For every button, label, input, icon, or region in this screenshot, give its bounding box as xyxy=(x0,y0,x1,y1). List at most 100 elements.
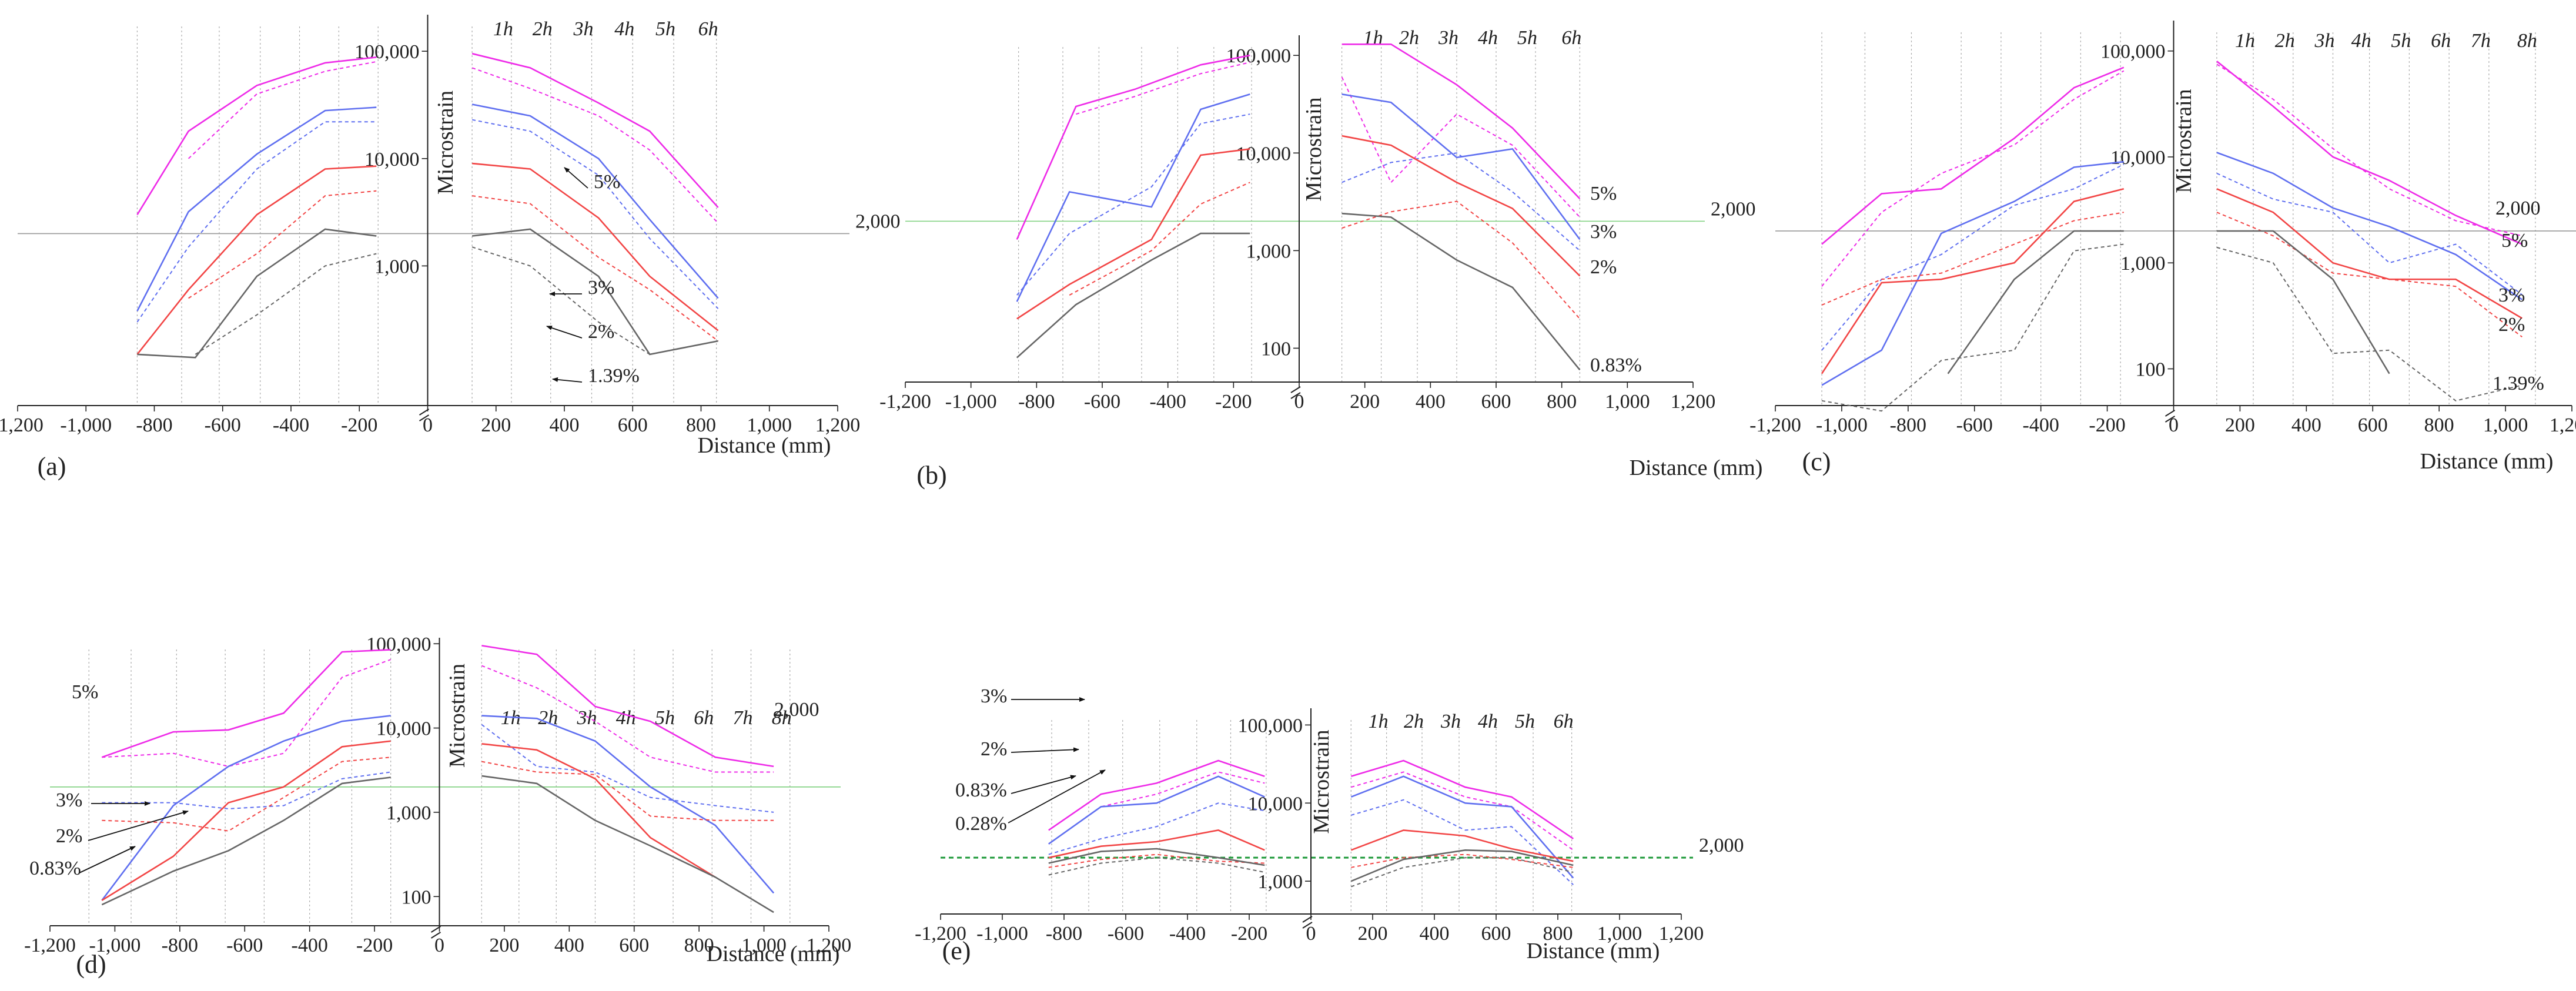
height-label: 4h xyxy=(614,18,634,40)
annotation-label: 3% xyxy=(588,277,614,299)
x-tick-label: 400 xyxy=(554,935,584,956)
height-label: 3h xyxy=(573,18,594,40)
annotation-arrow xyxy=(79,846,136,873)
x-tick-label: -1,000 xyxy=(1816,414,1868,436)
height-label: 3h xyxy=(577,707,597,729)
x-tick-label: -800 xyxy=(1046,923,1082,945)
x-tick-label: 1,000 xyxy=(2483,414,2528,436)
axis-break xyxy=(1290,392,1301,399)
x-tick-label: -600 xyxy=(1956,414,1993,436)
y-tick-label: 1,000 xyxy=(1246,240,1292,262)
series-line-5% xyxy=(1821,66,2125,245)
series-line-5% xyxy=(471,67,719,224)
series-line-2% xyxy=(1351,853,1574,868)
series-line-0.83% xyxy=(1350,857,1574,888)
y-tick-label: 100,000 xyxy=(366,634,431,655)
x-tick-label: -800 xyxy=(1018,391,1055,413)
height-label: 6h xyxy=(1561,27,1581,49)
x-tick-label: 1,200 xyxy=(807,935,852,956)
series-line-5% xyxy=(101,649,391,758)
y-tick-label: 10,000 xyxy=(376,718,431,740)
series-line-3% xyxy=(102,771,391,810)
annotation-label: 5% xyxy=(2501,230,2528,252)
x-tick-label: -800 xyxy=(162,935,198,956)
threshold-label: 2,000 xyxy=(1699,835,1744,856)
x-tick-label: 800 xyxy=(1543,923,1573,945)
annotation-label: 0.83% xyxy=(955,779,1007,801)
series-line-2% xyxy=(481,761,774,821)
height-label: 2h xyxy=(1404,711,1424,732)
height-label: 7h xyxy=(733,707,753,729)
x-tick-label: 1,200 xyxy=(1659,923,1704,945)
panel-d: -1,200 -1,000 -800 -600 -400 -200 0 200 400 600 80… xyxy=(24,634,851,979)
annotation-label: 3% xyxy=(56,789,82,811)
series-line-3% xyxy=(136,121,377,323)
series-line-3% xyxy=(1821,160,2124,386)
series-line-5% xyxy=(2216,63,2523,237)
height-label: 2h xyxy=(1399,27,1419,49)
series-line-0.83% xyxy=(1048,857,1265,876)
y-tick-label: 100,000 xyxy=(1238,715,1303,736)
axis-break xyxy=(1302,922,1313,929)
y-tick-label: 100 xyxy=(1261,338,1291,360)
height-label: 2h xyxy=(2275,30,2295,52)
series-line-2% xyxy=(481,743,716,878)
x-tick-label: 600 xyxy=(618,414,648,436)
y-tick-label: 100 xyxy=(2136,359,2166,380)
x-tick-label: 600 xyxy=(1481,391,1511,413)
series-line-1.39% xyxy=(2216,230,2390,374)
y-tick-label: 100,000 xyxy=(354,41,420,63)
annotation-label: 3% xyxy=(1590,221,1617,243)
x-tick-label: -600 xyxy=(1084,391,1120,413)
x-tick-label: -800 xyxy=(1890,414,1926,436)
annotation-label: 0.83% xyxy=(1590,354,1642,376)
x-tick-label: -600 xyxy=(226,935,263,956)
height-label: 5h xyxy=(655,18,675,40)
panel-label: (c) xyxy=(1802,447,1831,476)
x-tick-label: -400 xyxy=(1169,923,1206,945)
annotation-label: 1.39% xyxy=(2493,373,2544,394)
x-tick-label: -1,000 xyxy=(89,935,141,956)
threshold-label: 2,000 xyxy=(1711,198,1756,220)
x-tick-label: 400 xyxy=(1420,923,1450,945)
x-tick-label: 1,200 xyxy=(2550,414,2576,436)
x-tick-label: -1,000 xyxy=(976,923,1028,945)
x-tick-label: -400 xyxy=(1150,391,1186,413)
panel-b: -1,200 -1,000 -800 -600 -400 -200 0 200 400 600 80… xyxy=(879,27,1762,490)
height-label: 4h xyxy=(1478,711,1498,732)
x-tick-label: -1,200 xyxy=(1749,414,1801,436)
series-line-2% xyxy=(1350,829,1574,862)
series-line-3% xyxy=(1350,775,1574,879)
x-tick-label: 200 xyxy=(481,414,511,436)
height-label: 6h xyxy=(1554,711,1574,732)
series-line-1.39% xyxy=(1821,243,2124,412)
annotation-label: 3% xyxy=(981,685,1007,707)
annotation-arrow xyxy=(1011,775,1076,794)
x-tick-label: -400 xyxy=(273,414,309,436)
annotation-label: 2% xyxy=(1590,256,1617,278)
series-line-2% xyxy=(1341,200,1581,320)
annotation-label: 2,000 xyxy=(2495,197,2541,219)
x-tick-label: 800 xyxy=(2424,414,2454,436)
height-label: 4h xyxy=(616,707,636,729)
x-tick-label: 1,000 xyxy=(1597,923,1642,945)
axis-break xyxy=(2164,416,2176,423)
x-tick-label: -1,200 xyxy=(879,391,931,413)
height-label: 1h xyxy=(493,18,513,40)
y-tick-label: 100,000 xyxy=(1226,45,1292,67)
series-line-2% xyxy=(471,195,719,342)
series-line-2% xyxy=(1048,829,1265,859)
series-line-5% xyxy=(481,645,774,768)
series-line-0.83% xyxy=(481,775,774,913)
height-label: 3h xyxy=(1438,27,1458,49)
y-axis-label: Microstrain xyxy=(1302,97,1326,201)
annotation-label: 2,000 xyxy=(774,699,819,721)
x-tick-label: 800 xyxy=(686,414,716,436)
x-axis-label: Distance (mm) xyxy=(1527,939,1660,963)
panel-e: -1,200 -1,000 -800 -600 -400 -200 0 200 400 600 80… xyxy=(915,685,1744,965)
series-line-2% xyxy=(1069,182,1250,296)
series-line-1.39% xyxy=(2216,246,2523,401)
x-tick-label: 400 xyxy=(550,414,580,436)
x-tick-label: -1,200 xyxy=(24,935,76,956)
y-tick-label: 1,000 xyxy=(374,256,420,277)
